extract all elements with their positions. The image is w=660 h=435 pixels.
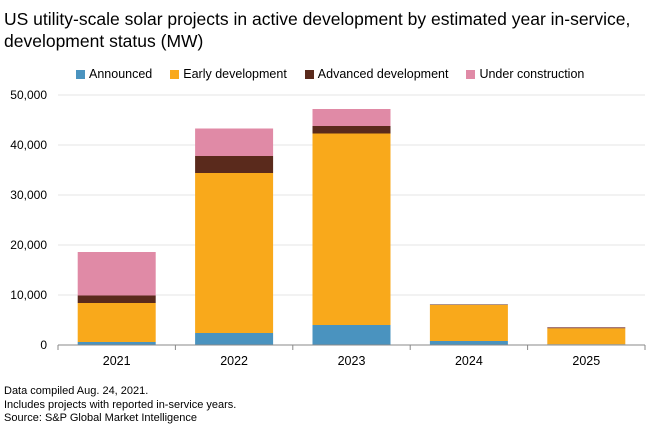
bar-segment <box>429 305 508 341</box>
legend-swatch <box>466 69 476 79</box>
bar-segment <box>312 133 391 325</box>
bar-segment <box>195 128 274 156</box>
chart-legend: Announced Early development Advanced devel… <box>76 67 584 81</box>
bar-segment <box>77 252 156 296</box>
bar-segment <box>195 333 274 345</box>
note-in-service-years: Includes projects with reported in-servi… <box>4 398 237 411</box>
bar-segment <box>195 173 274 333</box>
chart-plot-area: 0 10,000 20,000 30,000 40,000 50,000 2021 2022 2… <box>10 88 646 368</box>
legend-item: Early development <box>170 67 287 81</box>
legend-label: Advanced development <box>317 67 449 81</box>
legend-label: Under construction <box>479 67 585 81</box>
legend-label: Early development <box>183 67 287 81</box>
legend-swatch <box>170 69 180 79</box>
bar-segment <box>77 342 156 345</box>
y-tick-label: 50,000 <box>10 88 47 102</box>
x-tick-label: 2023 <box>338 354 366 368</box>
bar-segment <box>195 156 274 173</box>
x-tick-label: 2021 <box>103 354 131 368</box>
x-tick-label: 2024 <box>455 354 483 368</box>
legend-swatch <box>76 69 85 79</box>
legend-item: Announced <box>76 67 152 81</box>
bar-segment <box>547 328 626 345</box>
note-source: Source: S&P Global Market Intelligence <box>4 412 198 424</box>
bar-segment <box>429 304 508 305</box>
x-tick-label: 2022 <box>220 354 248 368</box>
x-tick-label: 2025 <box>572 354 600 368</box>
bar-segment <box>77 303 156 342</box>
legend-swatch <box>304 69 314 79</box>
legend-item: Under construction <box>466 67 584 81</box>
y-tick-label: 30,000 <box>10 188 47 202</box>
y-tick-label: 20,000 <box>10 238 47 252</box>
chart-notes: Data compiled Aug. 24, 2021. Includes pr… <box>4 385 236 426</box>
bar-segment <box>312 325 391 345</box>
note-data-compiled: Data compiled Aug. 24, 2021. <box>4 385 149 397</box>
bar-segment <box>429 341 508 345</box>
legend-item: Advanced development <box>304 67 449 81</box>
bar-segment <box>547 327 626 329</box>
bar-segment <box>77 295 156 303</box>
legend-label: Announced <box>89 67 153 81</box>
chart-title: US utility-scale solar projects in activ… <box>4 9 631 51</box>
y-tick-label: 10,000 <box>10 288 47 302</box>
bar-segment <box>312 109 391 126</box>
bar-segment <box>312 126 391 134</box>
y-tick-label: 0 <box>40 338 47 352</box>
y-tick-label: 40,000 <box>10 138 47 152</box>
